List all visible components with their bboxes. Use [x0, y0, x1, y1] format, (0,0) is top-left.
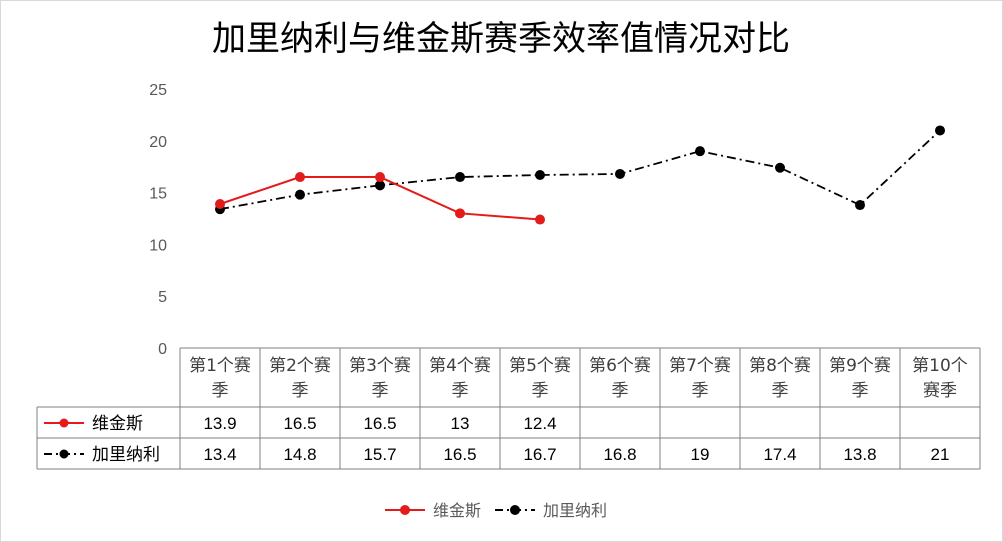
table-cell-value: 14.8 [283, 445, 316, 464]
data-point [375, 180, 385, 191]
data-point [375, 172, 385, 183]
table-cell-value: 16.5 [283, 414, 316, 433]
data-point [935, 125, 945, 136]
table-cell-value: 16.5 [443, 445, 476, 464]
table-cell-value: 12.4 [523, 414, 556, 433]
y-tick-label: 10 [149, 237, 167, 254]
category-label-line: 第4个赛 [429, 355, 491, 376]
category-label-line: 第7个赛 [669, 355, 731, 376]
data-point [535, 169, 545, 180]
category-label-line: 第5个赛 [509, 355, 571, 376]
table-cell-value: 15.7 [363, 445, 396, 464]
category-label: 第9个赛季 [829, 355, 891, 401]
chart-title: 加里纳利与维金斯赛季效率值情况对比 [212, 19, 790, 59]
category-label-line: 季 [372, 381, 389, 401]
category-label-line: 季 [692, 381, 709, 401]
category-label-line: 季 [292, 381, 309, 401]
data-point [695, 146, 705, 157]
data-point [855, 200, 865, 211]
data-point [215, 198, 225, 209]
legend-key-marker [510, 505, 520, 515]
table-cell-value: 13.8 [843, 445, 876, 464]
row-key-marker [59, 418, 69, 428]
table-cell-value: 21 [931, 445, 950, 464]
category-label-line: 第8个赛 [749, 355, 811, 376]
category-label-line: 季 [532, 381, 549, 401]
data-table: 第1个赛季第2个赛季第3个赛季第4个赛季第5个赛季第6个赛季第7个赛季第8个赛季… [36, 347, 981, 470]
category-label-line: 第9个赛 [829, 355, 891, 376]
y-axis: 0 5 10 15 20 25 [149, 82, 167, 358]
category-label-line: 季 [452, 381, 469, 401]
data-point [535, 214, 545, 225]
category-label: 第4个赛季 [429, 355, 491, 401]
y-tick-label: 20 [149, 134, 167, 151]
y-tick-label: 0 [158, 341, 167, 358]
y-tick-label: 15 [149, 186, 167, 203]
category-label: 第2个赛季 [269, 355, 331, 401]
data-point [775, 162, 785, 173]
category-label-line: 第10个 [912, 356, 968, 376]
data-point [615, 168, 625, 179]
plot-area [215, 125, 945, 225]
y-tick-label: 5 [158, 289, 167, 306]
category-label-line: 季 [772, 381, 789, 401]
y-tick-label: 25 [149, 82, 167, 99]
category-label-line: 第6个赛 [589, 355, 651, 376]
legend: 维金斯 加里纳利 [385, 501, 607, 520]
table-cell-value: 13 [451, 414, 470, 433]
category-label-line: 赛季 [923, 380, 957, 401]
table-cell-value: 16.8 [603, 445, 636, 464]
table-cell-value: 13.4 [203, 445, 236, 464]
category-label: 第1个赛季 [189, 355, 251, 401]
table-cell-value: 16.5 [363, 414, 396, 433]
category-label-line: 季 [612, 381, 629, 401]
category-label-line: 第3个赛 [349, 355, 411, 376]
category-label-line: 第2个赛 [269, 355, 331, 376]
legend-label: 加里纳利 [543, 501, 607, 520]
row-series-name: 维金斯 [92, 414, 143, 434]
row-series-name: 加里纳利 [92, 445, 160, 465]
row-key-marker [59, 449, 69, 459]
data-point [455, 172, 465, 183]
category-label: 第6个赛季 [589, 355, 651, 401]
table-cell-value: 19 [691, 445, 710, 464]
category-label-line: 第1个赛 [189, 355, 251, 376]
table-cell-value: 13.9 [203, 414, 236, 433]
table-cell-value: 17.4 [763, 445, 796, 464]
legend-key-marker [400, 505, 410, 515]
category-label: 第10个赛季 [912, 356, 968, 401]
category-label: 第8个赛季 [749, 355, 811, 401]
data-point [455, 208, 465, 219]
data-point [295, 189, 305, 200]
category-label: 第7个赛季 [669, 355, 731, 401]
category-label: 第3个赛季 [349, 355, 411, 401]
table-cell-value: 16.7 [523, 445, 556, 464]
legend-label: 维金斯 [433, 501, 481, 520]
category-label: 第5个赛季 [509, 355, 571, 401]
category-label-line: 季 [212, 381, 229, 401]
category-label-line: 季 [852, 381, 869, 401]
data-point [295, 172, 305, 183]
series-line [219, 129, 941, 211]
